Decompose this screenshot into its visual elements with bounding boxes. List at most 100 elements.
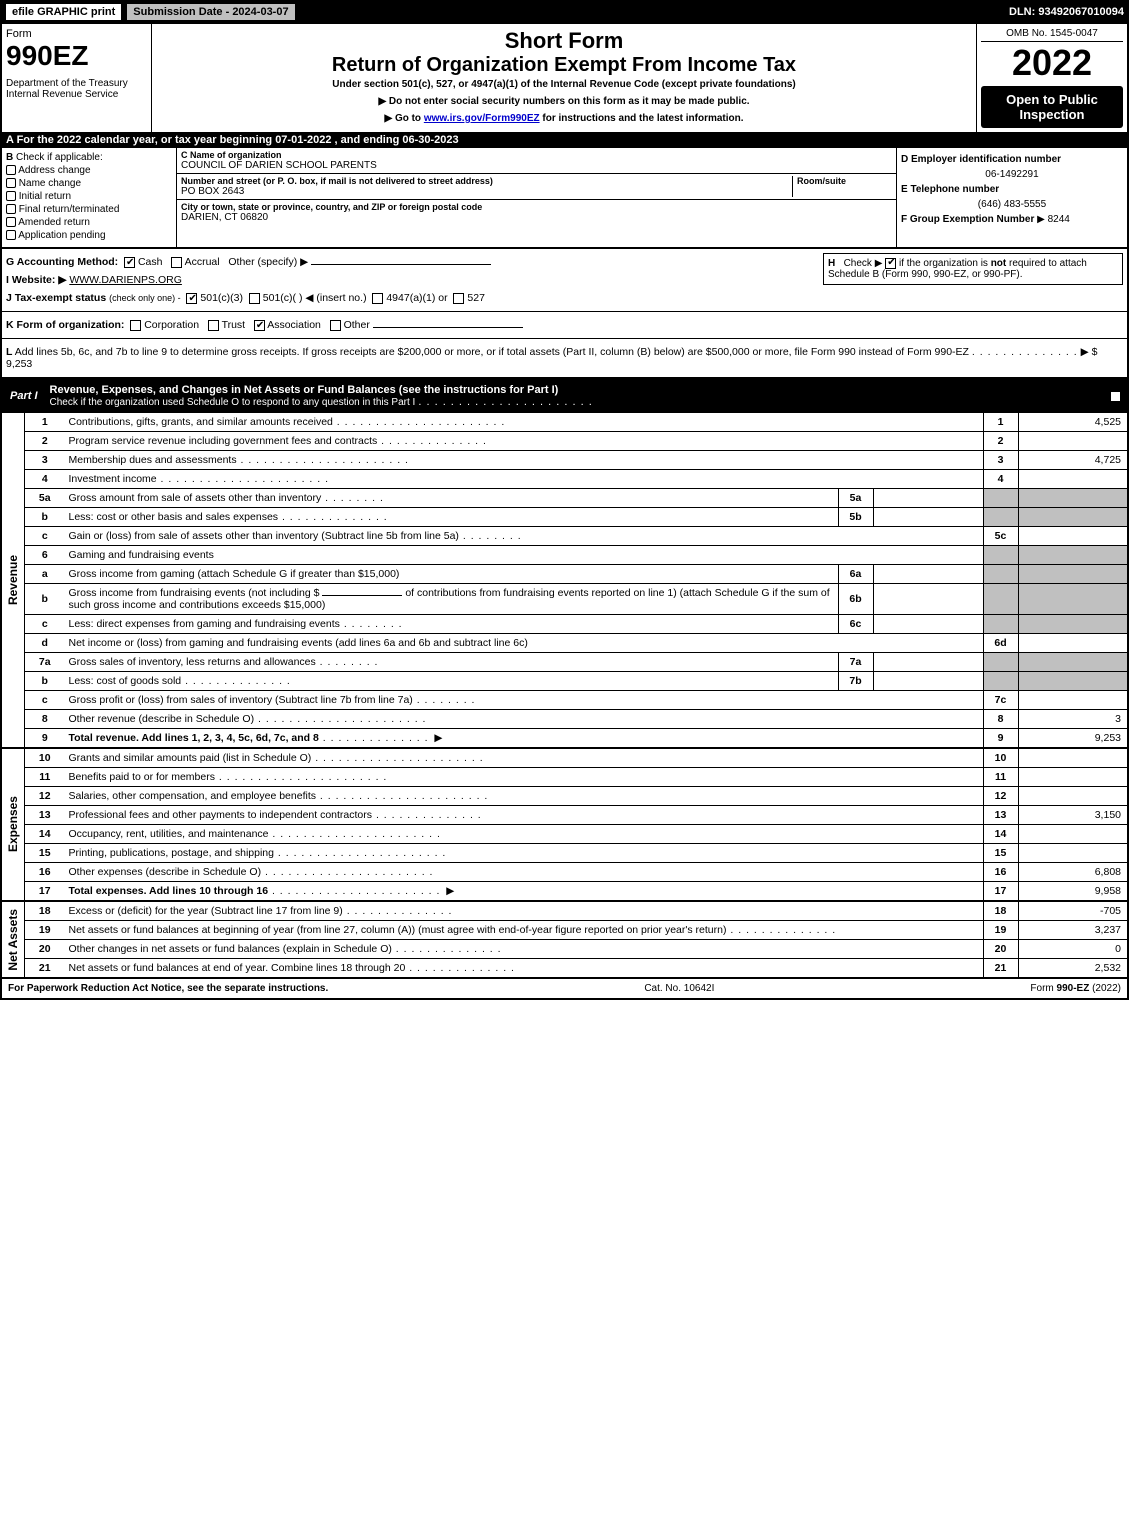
org-street: PO BOX 2643 bbox=[181, 186, 792, 197]
d2: Program service revenue including govern… bbox=[69, 435, 378, 447]
row-20: 20 Other changes in net assets or fund b… bbox=[1, 940, 1128, 959]
form-header: Form 990EZ Department of the Treasury In… bbox=[0, 24, 1129, 132]
l-lbl: L bbox=[6, 346, 12, 358]
d8: Other revenue (describe in Schedule O) bbox=[69, 713, 255, 725]
chk-amended-return[interactable]: Amended return bbox=[6, 217, 172, 228]
d17: Total expenses. Add lines 10 through 16 bbox=[69, 885, 269, 897]
d14: Occupancy, rent, utilities, and maintena… bbox=[69, 828, 269, 840]
row-14: 14 Occupancy, rent, utilities, and maint… bbox=[1, 825, 1128, 844]
chk-address-change[interactable]: Address change bbox=[6, 165, 172, 176]
k-corp-chk[interactable] bbox=[130, 320, 141, 331]
row-2: 2 Program service revenue including gove… bbox=[1, 432, 1128, 451]
h-checkbox[interactable] bbox=[885, 258, 896, 269]
j-insert: ◀ (insert no.) bbox=[305, 292, 366, 304]
n16: 16 bbox=[25, 863, 65, 882]
ln4: 4 bbox=[983, 470, 1018, 489]
row-15: 15 Printing, publications, postage, and … bbox=[1, 844, 1128, 863]
row-6b: b Gross income from fundraising events (… bbox=[1, 584, 1128, 615]
b-label: B bbox=[6, 152, 13, 163]
v14 bbox=[1018, 825, 1128, 844]
d1: Contributions, gifts, grants, and simila… bbox=[69, 416, 333, 428]
e-lbl: E Telephone number bbox=[901, 184, 999, 195]
row-7b: b Less: cost of goods sold 7b bbox=[1, 672, 1128, 691]
j-note: (check only one) - bbox=[109, 293, 181, 303]
chk-name-change[interactable]: Name change bbox=[6, 178, 172, 189]
chk-label-0: Address change bbox=[18, 165, 90, 176]
footer-right-pre: Form bbox=[1030, 983, 1056, 994]
v1: 4,525 bbox=[1018, 413, 1128, 432]
part1-label: Part I bbox=[2, 387, 46, 405]
row-6d: d Net income or (loss) from gaming and f… bbox=[1, 634, 1128, 653]
info-block-2: K Form of organization: Corporation Trus… bbox=[0, 312, 1129, 339]
row-10: Expenses 10 Grants and similar amounts p… bbox=[1, 748, 1128, 768]
row-8: 8 Other revenue (describe in Schedule O)… bbox=[1, 710, 1128, 729]
chk-application-pending[interactable]: Application pending bbox=[6, 230, 172, 241]
d19: Net assets or fund balances at beginning… bbox=[69, 924, 727, 936]
chk-initial-return[interactable]: Initial return bbox=[6, 191, 172, 202]
v6d bbox=[1018, 634, 1128, 653]
row-6c: c Less: direct expenses from gaming and … bbox=[1, 615, 1128, 634]
dept-label: Department of the Treasury Internal Reve… bbox=[6, 78, 147, 100]
v4 bbox=[1018, 470, 1128, 489]
row-11: 11 Benefits paid to or for members 11 bbox=[1, 768, 1128, 787]
n7b: b bbox=[25, 672, 65, 691]
j-4947-chk[interactable] bbox=[372, 293, 383, 304]
d11: Benefits paid to or for members bbox=[69, 771, 215, 783]
dln-label: DLN: 93492067010094 bbox=[1009, 6, 1124, 18]
ln9: 9 bbox=[983, 729, 1018, 749]
row-7a: 7a Gross sales of inventory, less return… bbox=[1, 653, 1128, 672]
h-not: not bbox=[991, 258, 1007, 269]
ln21: 21 bbox=[983, 959, 1018, 979]
v7c bbox=[1018, 691, 1128, 710]
k-assoc-chk[interactable] bbox=[254, 320, 265, 331]
i-lbl: I Website: ▶ bbox=[6, 274, 66, 286]
v2 bbox=[1018, 432, 1128, 451]
row-16: 16 Other expenses (describe in Schedule … bbox=[1, 863, 1128, 882]
j-501c-chk[interactable] bbox=[249, 293, 260, 304]
k-trust-chk[interactable] bbox=[208, 320, 219, 331]
d6c: Less: direct expenses from gaming and fu… bbox=[69, 618, 340, 630]
d3: Membership dues and assessments bbox=[69, 454, 237, 466]
f-arrow: ▶ bbox=[1037, 214, 1045, 225]
n7c: c bbox=[25, 691, 65, 710]
group-exemption: 8244 bbox=[1048, 214, 1070, 225]
section-b: B Check if applicable: Address change Na… bbox=[2, 148, 177, 247]
n1: 1 bbox=[25, 413, 65, 432]
row-6a: a Gross income from gaming (attach Sched… bbox=[1, 565, 1128, 584]
k-other-chk[interactable] bbox=[330, 320, 341, 331]
part1-schedule-o-chk[interactable] bbox=[1110, 391, 1121, 402]
g-cash-chk[interactable] bbox=[124, 257, 135, 268]
v9: 9,253 bbox=[1018, 729, 1128, 749]
d15: Printing, publications, postage, and shi… bbox=[69, 847, 274, 859]
g-accrual-chk[interactable] bbox=[171, 257, 182, 268]
side-netassets: Net Assets bbox=[6, 909, 20, 971]
irs-link[interactable]: www.irs.gov/Form990EZ bbox=[424, 113, 540, 124]
efile-print-button[interactable]: efile GRAPHIC print bbox=[5, 3, 122, 21]
ln15: 15 bbox=[983, 844, 1018, 863]
sn6a: 6a bbox=[838, 565, 873, 584]
k-opt2: Association bbox=[267, 319, 321, 331]
website-link[interactable]: WWW.DARIENPS.ORG bbox=[69, 274, 182, 286]
v13: 3,150 bbox=[1018, 806, 1128, 825]
d7b: Less: cost of goods sold bbox=[69, 675, 182, 687]
ln19: 19 bbox=[983, 921, 1018, 940]
room-lbl: Room/suite bbox=[797, 176, 892, 186]
row-19: 19 Net assets or fund balances at beginn… bbox=[1, 921, 1128, 940]
submission-date-label: Submission Date - 2024-03-07 bbox=[126, 3, 295, 21]
ln10: 10 bbox=[983, 748, 1018, 768]
footer-right-bold: 990-EZ bbox=[1057, 983, 1090, 994]
j-c: 4947(a)(1) or bbox=[386, 292, 447, 304]
h-lbl: H bbox=[828, 258, 835, 269]
v18: -705 bbox=[1018, 901, 1128, 921]
j-527-chk[interactable] bbox=[453, 293, 464, 304]
j-a: 501(c)(3) bbox=[200, 292, 243, 304]
n2: 2 bbox=[25, 432, 65, 451]
j-501c3-chk[interactable] bbox=[186, 293, 197, 304]
v10 bbox=[1018, 748, 1128, 768]
n17: 17 bbox=[25, 882, 65, 902]
chk-final-return[interactable]: Final return/terminated bbox=[6, 204, 172, 215]
k-opt1: Trust bbox=[222, 319, 246, 331]
n11: 11 bbox=[25, 768, 65, 787]
section-a: A For the 2022 calendar year, or tax yea… bbox=[0, 132, 1129, 148]
row-4: 4 Investment income 4 bbox=[1, 470, 1128, 489]
